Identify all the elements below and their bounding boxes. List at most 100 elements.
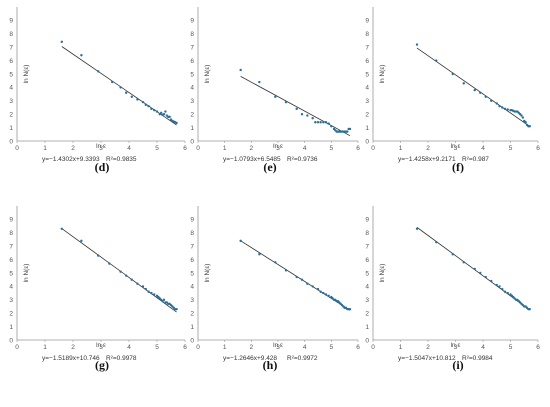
data-point [141,285,145,288]
x-tick-label: 2 [426,344,430,351]
data-point [300,113,304,116]
y-tick-label: 1 [9,125,13,132]
data-point [501,106,504,109]
data-point [490,99,493,103]
y-tick-label: 2 [9,112,13,119]
r-squared: R²=0.9978 [106,355,137,362]
data-point [324,121,328,124]
data-point [473,88,476,92]
fit-equation: y=−1.4258x+9.2171 [398,156,456,163]
data-point [495,283,498,287]
data-point [484,275,487,279]
y-tick-label: 9 [365,18,369,25]
x-axis-label: ln ε [96,143,106,150]
x-tick-label: 5 [509,344,513,351]
x-axis-label: ln ε [273,143,283,150]
y-tick-label: 4 [9,85,13,92]
x-tick-label: 2 [71,344,75,351]
x-tick-label: 3 [99,344,103,351]
x-tick-label: 0 [196,145,200,152]
x-tick-label: 1 [399,344,403,351]
data-point [155,110,159,113]
r-squared: R²=0.987 [462,156,489,163]
x-tick-label: 0 [15,344,19,351]
data-point [462,261,465,264]
data-point [130,95,133,98]
data-point [239,68,242,72]
r-squared: R²=0.9984 [462,355,493,362]
y-tick-label: 2 [365,112,369,119]
data-point [528,125,531,128]
x-tick-label: 5 [155,145,159,152]
data-point [316,121,320,124]
data-point [506,108,509,111]
panel-g: 0 1 2 3 4 5 6 0 1 2 3 4 5 6 7 8 9 ln ε ln N(ε) y=−1.5189x+1… [9,206,187,372]
data-point [144,103,147,107]
data-point [111,80,114,84]
y-tick-label: 7 [365,45,369,52]
y-tick-label: 5 [9,71,13,78]
data-point [175,121,178,125]
x-tick-label: 0 [15,145,19,152]
data-point [348,307,352,311]
y-tick-label: 3 [190,297,194,304]
data-point [80,54,83,57]
y-tick-label: 5 [190,71,194,78]
y-tick-label: 5 [365,71,369,78]
data-point [322,291,325,295]
data-point [136,98,139,101]
x-tick-label: 6 [356,344,360,351]
data-point [316,287,320,291]
x-tick-label: 3 [454,145,458,152]
data-point [300,278,304,281]
x-tick-label: 5 [330,145,334,152]
data-point [60,227,63,230]
fit-equation: y=−1.4302x+9.3393 [42,156,100,163]
r-squared: R²=0.9972 [287,355,318,362]
data-point [346,130,349,133]
data-point [435,59,438,62]
x-tick-label: 5 [155,344,159,351]
x-tick-label: 0 [371,344,375,351]
y-tick-label: 2 [9,311,13,318]
data-point [136,282,139,285]
fit-equation: y=−1.5189x+10.746 [42,355,100,362]
data-point [520,114,523,117]
y-tick-label: 2 [190,112,194,119]
x-tick-label: 1 [223,344,227,351]
data-point [153,293,156,296]
y-tick-label: 6 [9,257,13,264]
data-point [462,82,465,85]
fit-equation: y=−1.0793x+6.5485 [223,156,281,163]
data-point [324,293,328,296]
x-tick-label: 2 [250,344,254,351]
data-point [311,285,314,288]
x-axis-label: ln ε [273,342,283,349]
data-point [239,239,242,243]
y-tick-label: 0 [9,337,13,344]
r-squared: R²=0.9835 [106,156,137,163]
y-axis-label: ln N(ε) [204,264,211,283]
data-point [503,107,507,111]
y-tick-label: 3 [365,297,369,304]
data-point [108,262,111,265]
data-point [162,298,166,301]
data-point [498,285,501,288]
x-tick-label: 6 [183,344,187,351]
panel-label: (f) [452,160,464,174]
x-tick-label: 3 [454,344,458,351]
y-axis-label: ln N(ε) [23,65,30,84]
data-point [175,307,178,311]
x-tick-label: 6 [536,145,540,152]
y-tick-label: 9 [9,217,13,224]
x-axis-label: ln ε [96,342,106,349]
y-tick-label: 0 [190,138,194,145]
x-tick-label: 4 [127,344,131,351]
y-axis-label: ln N(ε) [204,65,211,84]
data-point [150,291,153,295]
data-point [147,290,150,293]
data-point [80,239,83,243]
y-tick-label: 3 [190,98,194,105]
y-tick-label: 6 [190,58,194,65]
